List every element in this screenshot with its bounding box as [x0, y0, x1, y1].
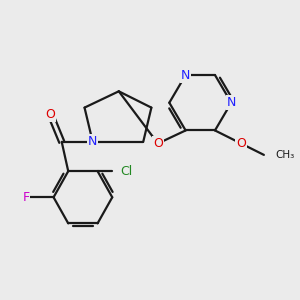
Text: CH₃: CH₃: [275, 150, 295, 160]
Text: F: F: [22, 191, 29, 204]
Text: N: N: [181, 68, 190, 82]
Text: O: O: [236, 137, 246, 150]
Text: Cl: Cl: [120, 165, 133, 178]
Text: O: O: [45, 108, 55, 121]
Text: N: N: [226, 96, 236, 109]
Text: N: N: [88, 135, 98, 148]
Text: O: O: [153, 137, 163, 150]
